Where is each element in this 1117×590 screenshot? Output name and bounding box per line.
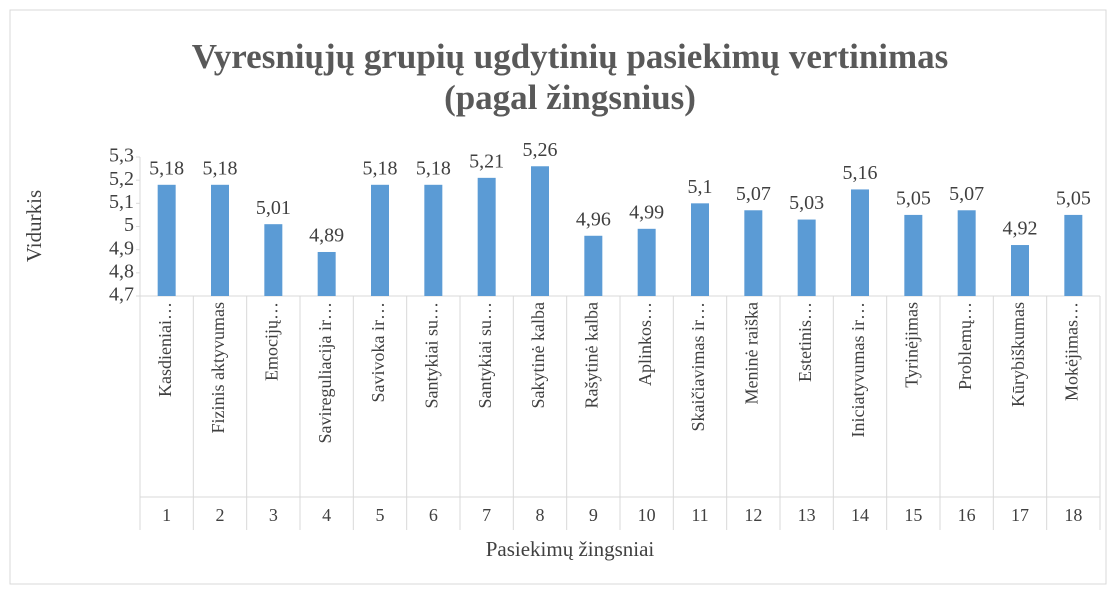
- chart-subtitle: (pagal žingsnius): [444, 78, 696, 117]
- x-tick-label: Iniciatyvumas ir…: [848, 302, 868, 437]
- x-axis-title: Pasiekimų žingsniai: [486, 537, 655, 561]
- chart-frame: [9, 9, 1107, 585]
- category-number: 12: [744, 505, 762, 525]
- x-tick-label: Rašytinė kalba: [581, 302, 601, 408]
- bar: [904, 214, 923, 296]
- bar: [691, 203, 709, 296]
- bar: [957, 210, 976, 296]
- category-number: 3: [269, 505, 278, 525]
- data-label: 5,18: [416, 157, 451, 179]
- category-number: 1: [162, 505, 171, 525]
- category-number: 8: [536, 505, 545, 525]
- data-label: 5,21: [469, 150, 504, 172]
- x-tick-label: Emocijų…: [261, 302, 281, 381]
- category-number: 5: [376, 505, 385, 525]
- category-number: 13: [798, 505, 816, 525]
- y-tick-label: 4,8: [109, 260, 134, 282]
- data-label: 5,18: [203, 157, 238, 179]
- y-tick-label: 4,9: [109, 237, 134, 259]
- bar: [744, 210, 763, 296]
- y-axis-title: Vidurkis: [22, 190, 46, 262]
- data-label: 5,1: [688, 176, 713, 198]
- chart-title: Vyresniųjų grupių ugdytinių pasiekimų ve…: [192, 37, 949, 76]
- bar: [531, 166, 549, 296]
- category-number: 16: [958, 505, 976, 525]
- data-label: 5,26: [523, 139, 558, 161]
- data-label: 4,92: [1003, 218, 1038, 240]
- category-number: 10: [638, 505, 656, 525]
- x-tick-label: Kasdieniai…: [155, 302, 175, 397]
- category-number: 4: [322, 505, 331, 525]
- y-tick-label: 5,2: [109, 168, 134, 190]
- x-tick-label: Problemų…: [955, 302, 975, 390]
- x-tick-label: Meninė raiška: [741, 302, 761, 404]
- data-label: 5,05: [1056, 188, 1091, 210]
- bar: [1011, 245, 1029, 296]
- category-number: 17: [1011, 505, 1029, 525]
- category-number: 14: [851, 505, 869, 525]
- bar: [851, 189, 869, 296]
- x-tick-label: Estetinis…: [795, 302, 815, 382]
- bar: [317, 251, 336, 296]
- x-tick-label: Savireguliacija ir…: [315, 302, 335, 443]
- data-label: 5,05: [896, 188, 931, 210]
- data-label: 5,07: [736, 183, 771, 205]
- bar: [264, 224, 283, 296]
- data-label: 5,01: [256, 197, 291, 219]
- x-tick-label: Mokėjimas…: [1061, 302, 1081, 401]
- bar: [584, 235, 603, 296]
- bar: [157, 184, 176, 296]
- y-tick-label: 5,1: [109, 191, 134, 213]
- data-label: 5,18: [363, 157, 398, 179]
- bar: [211, 184, 229, 296]
- x-tick-label: Fizinis aktyvumas: [208, 302, 228, 434]
- x-tick-label: Savivoka ir…: [368, 302, 388, 403]
- x-tick-label: Aplinkos…: [635, 302, 655, 386]
- bar: [637, 228, 656, 296]
- category-number: 11: [691, 505, 708, 525]
- bar: [477, 177, 496, 296]
- y-tick-label: 5: [124, 214, 134, 236]
- x-tick-label: Skaičiavimas ir…: [688, 302, 708, 431]
- data-label: 5,16: [843, 162, 878, 184]
- x-tick-label: Sakytinė kalba: [528, 302, 548, 408]
- category-number: 2: [216, 505, 225, 525]
- data-label: 4,99: [629, 201, 664, 223]
- category-number: 18: [1064, 505, 1082, 525]
- bar: [371, 184, 389, 296]
- category-number: 9: [589, 505, 598, 525]
- bar: [1064, 214, 1083, 296]
- x-tick-label: Santykiai su…: [475, 302, 495, 409]
- x-tick-label: Santykiai su…: [421, 302, 441, 409]
- x-tick-label: Kūrybiškumas: [1008, 302, 1028, 407]
- data-label: 4,89: [309, 225, 344, 247]
- data-label: 5,03: [789, 192, 824, 214]
- y-tick-label: 5,3: [109, 145, 134, 167]
- bar: [797, 219, 816, 296]
- y-tick-label: 4,7: [109, 284, 134, 306]
- category-number: 6: [429, 505, 438, 525]
- x-tick-label: Tyrinėjimas: [901, 302, 921, 388]
- data-label: 4,96: [576, 208, 611, 230]
- data-label: 5,18: [149, 157, 184, 179]
- data-label: 5,07: [949, 183, 984, 205]
- bar: [424, 184, 443, 296]
- category-number: 15: [904, 505, 922, 525]
- category-number: 7: [482, 505, 491, 525]
